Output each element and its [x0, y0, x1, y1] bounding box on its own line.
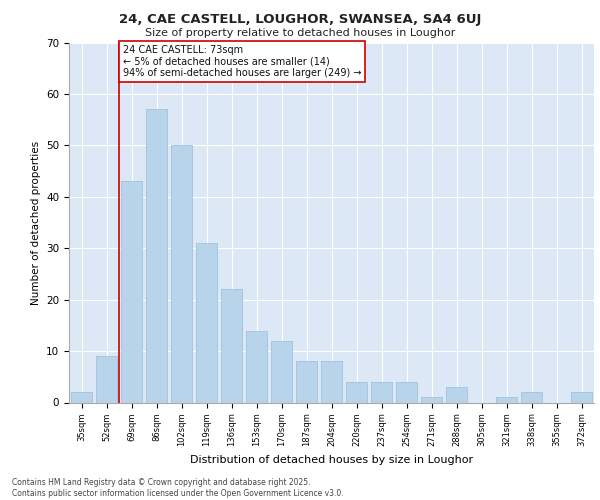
Bar [71, 392, 92, 402]
Bar [321, 362, 342, 403]
Y-axis label: Number of detached properties: Number of detached properties [31, 140, 41, 304]
Bar [121, 182, 142, 402]
Text: 24, CAE CASTELL, LOUGHOR, SWANSEA, SA4 6UJ: 24, CAE CASTELL, LOUGHOR, SWANSEA, SA4 6… [119, 12, 481, 26]
Bar [521, 392, 542, 402]
Bar [146, 110, 167, 403]
Bar [246, 330, 267, 402]
Text: 24 CAE CASTELL: 73sqm
← 5% of detached houses are smaller (14)
94% of semi-detac: 24 CAE CASTELL: 73sqm ← 5% of detached h… [123, 45, 361, 78]
Bar [221, 290, 242, 403]
Bar [421, 398, 442, 402]
Bar [571, 392, 592, 402]
Text: Contains HM Land Registry data © Crown copyright and database right 2025.
Contai: Contains HM Land Registry data © Crown c… [12, 478, 344, 498]
Bar [96, 356, 117, 403]
Bar [371, 382, 392, 402]
Bar [271, 341, 292, 402]
Text: Size of property relative to detached houses in Loughor: Size of property relative to detached ho… [145, 28, 455, 38]
Bar [296, 362, 317, 403]
Bar [171, 146, 192, 402]
X-axis label: Distribution of detached houses by size in Loughor: Distribution of detached houses by size … [190, 454, 473, 464]
Bar [196, 243, 217, 402]
Bar [496, 398, 517, 402]
Bar [346, 382, 367, 402]
Bar [446, 387, 467, 402]
Bar [396, 382, 417, 402]
